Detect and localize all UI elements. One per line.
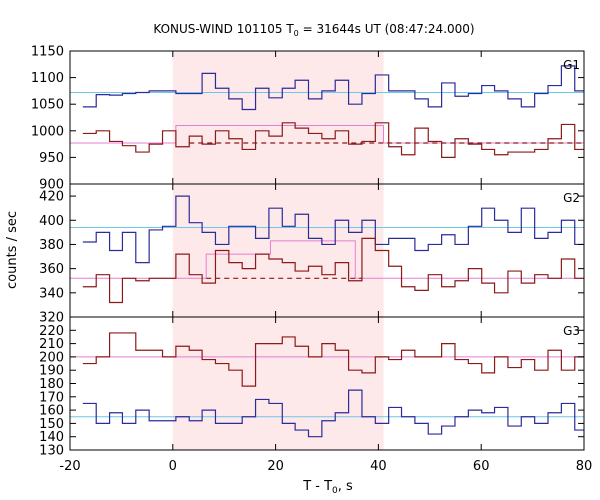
y-tick-label: 200 bbox=[39, 350, 64, 365]
y-axis-title: counts / sec bbox=[5, 211, 20, 289]
y-tick-label: 1000 bbox=[31, 124, 64, 139]
highlight-interval bbox=[172, 51, 384, 450]
y-tick-label: 220 bbox=[39, 324, 64, 339]
y-tick-label: 150 bbox=[39, 417, 64, 432]
series-step-line bbox=[82, 332, 584, 387]
y-tick-label: 1050 bbox=[31, 98, 64, 113]
y-tick-label: 210 bbox=[39, 337, 64, 352]
y-tick-label: 160 bbox=[39, 404, 64, 419]
x-tick-label: -20 bbox=[59, 459, 80, 474]
fit-line bbox=[70, 240, 584, 279]
y-tick-label: 340 bbox=[39, 286, 64, 301]
x-axis-title: T - T0, s bbox=[302, 479, 353, 496]
series-step-line bbox=[82, 122, 584, 158]
x-tick-label: 0 bbox=[169, 459, 177, 474]
panel-label: G3 bbox=[563, 324, 580, 338]
y-tick-label: 130 bbox=[39, 444, 64, 459]
y-tick-label: 190 bbox=[39, 364, 64, 379]
highlight-band bbox=[172, 317, 384, 450]
y-tick-label: 170 bbox=[39, 390, 64, 405]
highlight-band bbox=[172, 51, 384, 184]
panel-label: G2 bbox=[563, 191, 580, 205]
x-tick-label: 20 bbox=[267, 459, 284, 474]
x-tick-label: 60 bbox=[473, 459, 490, 474]
y-tick-label: 1100 bbox=[31, 71, 64, 86]
series-step-line bbox=[82, 195, 584, 264]
y-tick-label: 1150 bbox=[31, 45, 64, 60]
y-tick-label: 950 bbox=[39, 151, 64, 166]
series-step-line bbox=[82, 237, 584, 304]
y-tick-label: 900 bbox=[39, 178, 64, 193]
y-tick-label: 320 bbox=[39, 311, 64, 326]
axis-ticks: 9009501000105011001150G13203403603804004… bbox=[31, 45, 592, 475]
series-step-line bbox=[82, 65, 584, 111]
y-tick-label: 420 bbox=[39, 190, 64, 205]
y-tick-label: 180 bbox=[39, 377, 64, 392]
x-tick-label: 80 bbox=[576, 459, 593, 474]
y-tick-label: 380 bbox=[39, 238, 64, 253]
y-tick-label: 400 bbox=[39, 214, 64, 229]
x-tick-label: 40 bbox=[370, 459, 387, 474]
highlight-band bbox=[172, 184, 384, 317]
chart-title: KONUS-WIND 101105 T0 = 31644s UT (08:47:… bbox=[153, 22, 474, 38]
panel-label: G1 bbox=[563, 58, 580, 72]
series-step-line bbox=[82, 389, 584, 438]
series-lines bbox=[82, 65, 584, 438]
y-tick-label: 140 bbox=[39, 430, 64, 445]
y-tick-label: 360 bbox=[39, 262, 64, 277]
